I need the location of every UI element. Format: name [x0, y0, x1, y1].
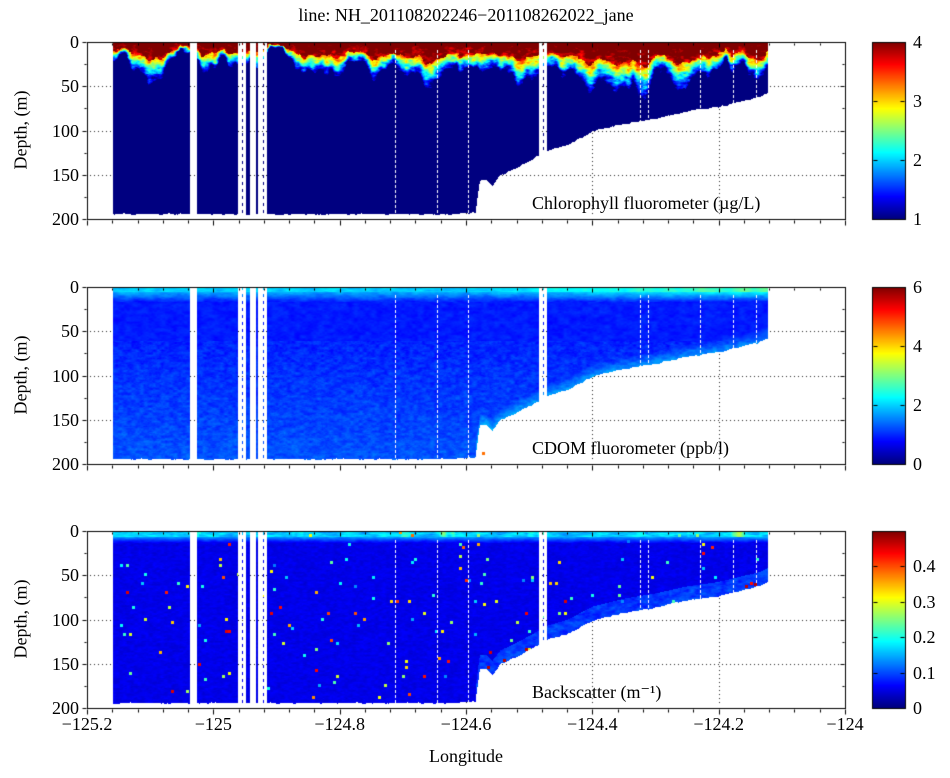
colorbar-tick-label: 6	[913, 277, 922, 297]
colorbar-tick-label: 0.1	[913, 662, 936, 683]
y-tick-label: 50	[61, 321, 79, 342]
y-tick-label: 200	[52, 209, 79, 229]
y-tick-label: 200	[52, 454, 79, 474]
y-tick-label: 150	[52, 653, 79, 674]
colorbar-tick-label: 0.2	[913, 627, 936, 648]
x-tick-label: −124.2	[693, 714, 744, 734]
x-tick-label: −124	[826, 714, 864, 734]
panel-label-backscatter: Backscatter (m⁻¹)	[532, 682, 662, 702]
x-tick-label: −124.8	[314, 714, 365, 734]
colorbar-tick-label: 2	[913, 150, 922, 170]
y-tick-label: 100	[52, 120, 79, 141]
y-tick-label: 50	[61, 76, 79, 97]
y-tick-label: 200	[52, 698, 79, 718]
colorbar-tick-label: 0.3	[913, 591, 936, 612]
y-tick-label: 100	[52, 365, 79, 386]
x-tick-label: −124.4	[567, 714, 618, 734]
colorbar-tick-label: 4	[913, 32, 922, 52]
panel-label-chlorophyll: Chlorophyll fluorometer (µg/L)	[532, 193, 761, 213]
x-tick-label: −125.2	[61, 714, 113, 734]
panel-label-cdom: CDOM fluorometer (ppb/l)	[532, 438, 729, 458]
y-tick-label: 50	[61, 565, 79, 586]
colorbar-tick-label: 2	[913, 395, 922, 415]
x-axis-label: Longitude	[429, 746, 503, 766]
figure-title: line: NH_201108202246−201108262022_jane	[298, 5, 634, 25]
colorbar-tick-label: 0	[913, 698, 922, 718]
y-tick-label: 0	[70, 277, 79, 297]
colorbar-tick-label: 4	[913, 336, 922, 356]
colorbar-tick-label: 0	[913, 454, 922, 474]
x-tick-label: −125	[194, 714, 232, 734]
y-tick-label: 150	[52, 164, 79, 185]
colorbar-tick-label: 1	[913, 209, 922, 229]
y-tick-label: 0	[70, 32, 79, 52]
y-tick-label: 150	[52, 409, 79, 430]
y-tick-label: 0	[70, 521, 79, 541]
colorbar-tick-label: 0.4	[913, 556, 936, 577]
x-tick-label: −124.6	[440, 714, 492, 734]
y-tick-label: 100	[52, 609, 79, 630]
colorbar-tick-label: 3	[913, 91, 922, 111]
